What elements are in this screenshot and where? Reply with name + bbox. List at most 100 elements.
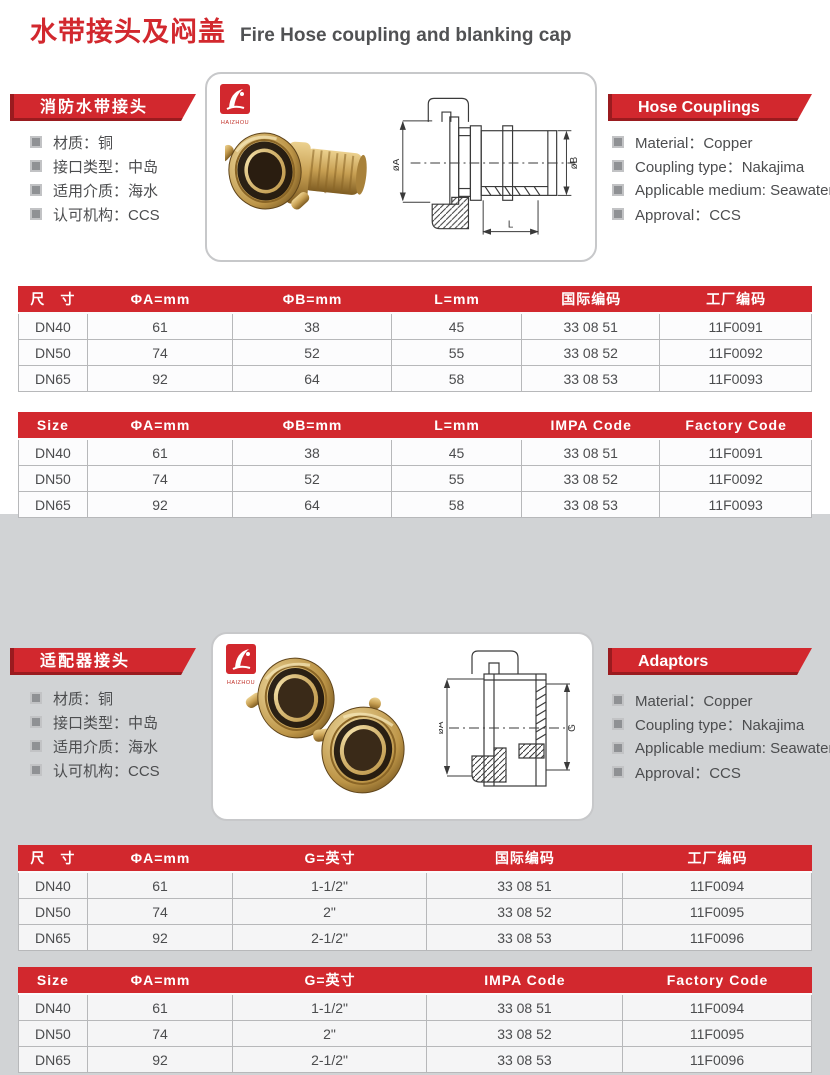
spec-label: 适用介质：海水 (53, 738, 159, 756)
bullet-square-icon (30, 184, 42, 196)
haizhou-logo-icon: HAIZHOU (226, 644, 256, 686)
spec-item: 认可机构：CCS (30, 758, 160, 782)
bullet-square-icon (612, 694, 624, 706)
column-header: Factory Code (623, 967, 812, 995)
table-cell: 74 (87, 466, 234, 492)
section1-specs-zh: 材质：铜 接口类型：中岛 适用介质：海水 认可机构：CCS (30, 130, 160, 226)
spec-label: Approval：CCS (635, 206, 741, 224)
column-header: ΦA=mm (87, 412, 234, 440)
coupling-technical-drawing: øA øB L (393, 97, 580, 235)
table-cell: 11F0092 (660, 466, 812, 492)
adaptor-technical-drawing: øA G (439, 650, 578, 787)
bullet-square-icon (30, 208, 42, 220)
table-row: DN65 92 2-1/2" 33 08 53 11F0096 (18, 1047, 812, 1073)
table-cell: 33 08 52 (522, 340, 661, 366)
table-cell: 33 08 52 (426, 1021, 623, 1047)
table-cell: 64 (233, 366, 392, 392)
table-cell: 74 (87, 899, 234, 925)
table-cell: 33 08 53 (522, 492, 661, 518)
hose-coupling-photo (225, 132, 367, 210)
table-cell: 1-1/2" (233, 873, 427, 899)
spec-label: Material：Copper (635, 134, 753, 152)
haizhou-logo-icon: HAIZHOU (220, 84, 250, 126)
table-cell: 2" (233, 899, 427, 925)
page-title-zh: 水带接头及闷盖 (30, 17, 226, 47)
section2-specs-zh: 材质：铜接口类型：中岛适用介质：海水 认可机构：CCS (30, 686, 160, 782)
table-cell: DN65 (18, 366, 88, 392)
table-cell: 38 (233, 314, 392, 340)
spec-item: Applicable medium: Seawater (612, 178, 830, 202)
table-cell: 11F0093 (660, 492, 812, 518)
spec-label: 认可机构：CCS (53, 762, 160, 780)
table-cell: DN50 (18, 899, 88, 925)
bullet-square-icon (30, 160, 42, 172)
bullet-square-icon (612, 766, 624, 778)
spec-table: 尺 寸 ΦA=mm G=英寸 国际编码 工厂编码 DN40 61 1-1/2" 33 08 51… (18, 845, 812, 951)
spec-item: 认可机构：CCS (30, 202, 160, 226)
table-cell: 33 08 51 (522, 314, 661, 340)
table-cell: 45 (391, 314, 523, 340)
column-header: 国际编码 (426, 845, 623, 873)
table-cell: 61 (87, 873, 234, 899)
table-cell: 11F0096 (623, 925, 812, 951)
bullet-square-icon (612, 718, 624, 730)
spec-label: Coupling type：Nakajima (635, 158, 805, 176)
table-row: DN65 92 64 58 33 08 53 11F0093 (18, 366, 812, 392)
table-cell: 11F0096 (623, 1047, 812, 1073)
spec-item: 适用介质：海水 (30, 734, 160, 758)
column-header: ΦA=mm (87, 845, 234, 873)
table-row: DN40 61 1-1/2" 33 08 51 11F0094 (18, 873, 812, 899)
spec-item: 接口类型：中岛 (30, 710, 160, 734)
table-cell: 33 08 53 (522, 366, 661, 392)
spec-table-en-adaptors: Size ΦA=mm G=英寸 IMPA Code Factory Code DN40 61… (18, 967, 812, 1073)
table-cell: DN50 (18, 340, 88, 366)
column-header: ΦB=mm (233, 286, 392, 314)
table-cell: 11F0095 (623, 1021, 812, 1047)
section1-product-panel: HAIZHOU (205, 72, 597, 262)
table-cell: 92 (87, 1047, 234, 1073)
column-header: L=mm (391, 286, 523, 314)
table-cell: 55 (391, 340, 523, 366)
dim-label-l: L (508, 220, 514, 231)
column-header: 国际编码 (522, 286, 661, 314)
section2-specs-en: Material：Copper Coupling type：Nakajima App… (612, 688, 830, 784)
spec-item: 接口类型：中岛 (30, 154, 160, 178)
table-cell: 11F0093 (660, 366, 812, 392)
dim-label-g: G (567, 724, 578, 732)
logo-text: HAIZHOU (227, 680, 255, 686)
bullet-square-icon (612, 208, 624, 220)
table-row: DN50 74 52 55 33 08 52 11F0092 (18, 466, 812, 492)
section1-banner-en: Hose Couplings (608, 94, 812, 121)
spec-item: Material：Copper (612, 130, 830, 154)
table-header-row: 尺 寸 ΦA=mm ΦB=mm L=mm 国际编码 工厂编码 (18, 286, 812, 314)
spec-table-zh-adaptors: 尺 寸 ΦA=mm G=英寸 国际编码 工厂编码 DN40 61 1-1/2" 33 08 51… (18, 845, 812, 951)
table-cell: DN50 (18, 1021, 88, 1047)
table-row: DN40 61 38 45 33 08 51 11F0091 (18, 440, 812, 466)
bullet-square-icon (30, 716, 42, 728)
page-title-en: Fire Hose coupling and blanking cap (240, 25, 572, 46)
column-header: L=mm (391, 412, 523, 440)
dim-label-b: øB (569, 156, 580, 169)
table-cell: DN40 (18, 995, 88, 1021)
bullet-square-icon (612, 136, 624, 148)
table-cell: 58 (391, 492, 523, 518)
table-row: DN50 74 2" 33 08 52 11F0095 (18, 1021, 812, 1047)
spec-item: Approval：CCS (612, 202, 830, 226)
column-header: Size (18, 967, 88, 995)
table-cell: 58 (391, 366, 523, 392)
spec-table: 尺 寸 ΦA=mm ΦB=mm L=mm 国际编码 工厂编码 DN40 61 38 45 33 08… (18, 286, 812, 392)
table-row: DN65 92 64 58 33 08 53 11F0093 (18, 492, 812, 518)
table-row: DN50 74 2" 33 08 52 11F0095 (18, 899, 812, 925)
spec-item: Applicable medium: Seawater (612, 736, 830, 760)
table-cell: DN40 (18, 873, 88, 899)
table-header-row: Size ΦA=mm G=英寸 IMPA Code Factory Code (18, 967, 812, 995)
table-cell: 61 (87, 440, 234, 466)
table-cell: 92 (87, 492, 234, 518)
spec-label: 材质：铜 (53, 690, 114, 708)
table-cell: DN65 (18, 1047, 88, 1073)
spec-label: Approval：CCS (635, 764, 741, 782)
spec-table: Size ΦA=mm G=英寸 IMPA Code Factory Code DN40 61… (18, 967, 812, 1073)
table-cell: 74 (87, 1021, 234, 1047)
bullet-square-icon (612, 160, 624, 172)
spec-table: Size ΦA=mm ΦB=mm L=mm IMPA Code Factory Code D… (18, 412, 812, 518)
